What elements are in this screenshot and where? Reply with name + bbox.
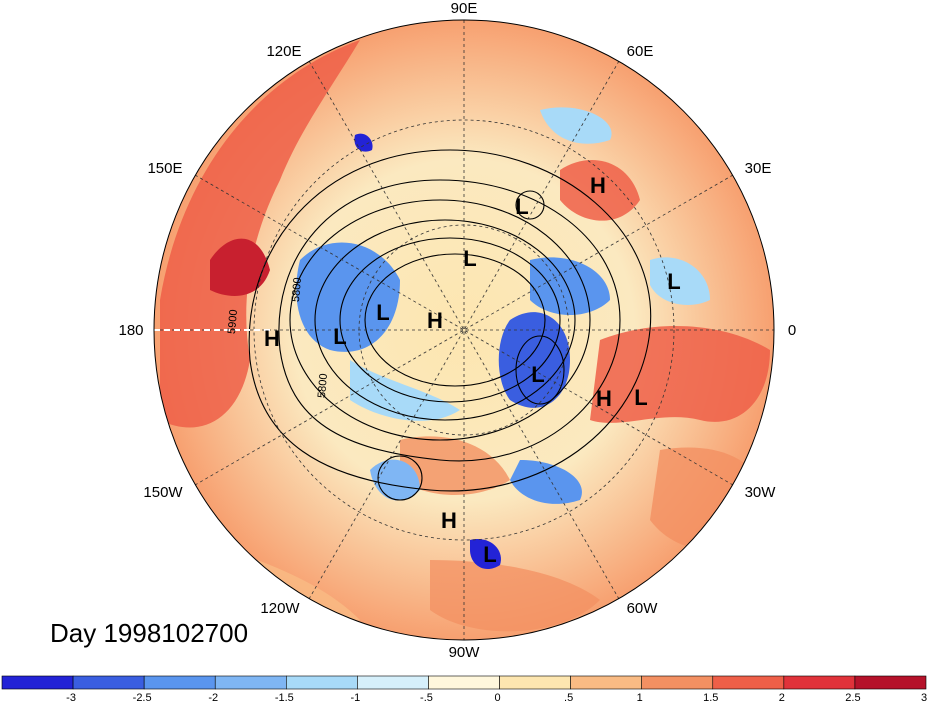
colorbar-swatch — [570, 675, 642, 690]
colorbar-swatch — [712, 675, 785, 690]
lon-label-120e: 120E — [266, 43, 301, 60]
warm-anomaly-core — [210, 238, 270, 296]
pressure-center-label: L — [667, 269, 680, 294]
colorbar-tick-label: -2 — [208, 692, 218, 702]
colorbar-swatch — [286, 675, 358, 690]
colorbar-swatch — [783, 675, 856, 690]
colorbar-tick-label: 2 — [779, 692, 785, 702]
warm-anomaly-europe — [590, 326, 770, 423]
lon-label-180: 180 — [118, 322, 143, 339]
colorbar-swatch — [428, 675, 500, 690]
colorbar-tick-label: -3 — [66, 692, 76, 702]
colorbar: -3 -2.5 -2 -1.5 -1 -.5 0 .5 1 1.5 2 2.5 3 — [1, 675, 927, 702]
cold-anomaly-small-1 — [354, 133, 373, 152]
colorbar-swatch — [143, 675, 216, 690]
cold-anomaly-europe — [650, 257, 710, 305]
cold-anomaly-arctic — [530, 257, 610, 315]
anomaly-field — [154, 20, 774, 640]
warm-anomaly-usa — [400, 436, 510, 495]
colorbar-tick-label: 2.5 — [845, 692, 860, 702]
colorbar-tick-label: 1 — [637, 692, 643, 702]
colorbar-tick-label: -2.5 — [133, 692, 152, 702]
cold-anomaly-siberia — [296, 242, 400, 352]
lon-label-0: 0 — [788, 322, 796, 339]
colorbar-tick-label: -1.5 — [275, 692, 294, 702]
pressure-center-label: L — [531, 362, 544, 387]
contour-label: 5900 — [226, 309, 240, 334]
lon-label-60e: 60E — [627, 43, 654, 60]
contour-label: 5800 — [290, 277, 304, 302]
colorbar-swatch — [214, 675, 287, 690]
lon-label-150e: 150E — [147, 160, 182, 177]
warm-anomaly-scandinavia — [560, 160, 640, 221]
pressure-center-label: H — [264, 326, 280, 351]
pressure-center-label: H — [441, 508, 457, 533]
lon-label-150w: 150W — [143, 484, 183, 501]
pressure-center-label: L — [483, 542, 496, 567]
colorbar-swatch — [854, 675, 927, 690]
colorbar-swatch — [641, 675, 714, 690]
lon-label-90w: 90W — [449, 644, 481, 661]
day-label: Day 1998102700 — [50, 618, 249, 648]
colorbar-tick-label: 0 — [494, 692, 500, 702]
lon-label-30w: 30W — [745, 484, 777, 501]
colorbar-swatch — [72, 675, 145, 690]
pressure-center-label: H — [596, 386, 612, 411]
colorbar-tick-label: .5 — [564, 692, 573, 702]
lon-label-120w: 120W — [260, 600, 300, 617]
cold-anomaly-west-atlantic — [510, 460, 582, 504]
pressure-center-label: H — [590, 173, 606, 198]
colorbar-tick-label: 3 — [921, 692, 927, 702]
colorbar-swatch — [357, 675, 429, 690]
height-contours — [248, 149, 652, 501]
colorbar-tick-label: -1 — [350, 692, 360, 702]
pressure-center-label: L — [634, 385, 647, 410]
map-border — [153, 19, 775, 641]
pressure-center-label: L — [333, 324, 346, 349]
colorbar-swatch — [499, 675, 571, 690]
cold-anomaly-greenland — [498, 312, 570, 408]
lon-label-60w: 60W — [627, 600, 659, 617]
cold-anomaly-gulf — [470, 539, 501, 570]
colorbar-swatch — [1, 675, 74, 690]
pressure-center-label: H — [427, 308, 443, 333]
colorbar-tick-label: -.5 — [420, 692, 433, 702]
contour-label: 5800 — [316, 373, 330, 398]
pressure-center-label: L — [463, 246, 476, 271]
warm-anomaly-south-america — [430, 560, 600, 632]
lon-label-90e: 90E — [451, 0, 478, 17]
colorbar-tick-label: 1.5 — [703, 692, 718, 702]
pressure-center-label: L — [515, 194, 528, 219]
lon-label-30e: 30E — [745, 160, 772, 177]
pressure-center-label: L — [376, 300, 389, 325]
cold-anomaly-siberia-north — [540, 107, 612, 144]
cold-anomaly-gulf-alaska — [370, 459, 420, 501]
